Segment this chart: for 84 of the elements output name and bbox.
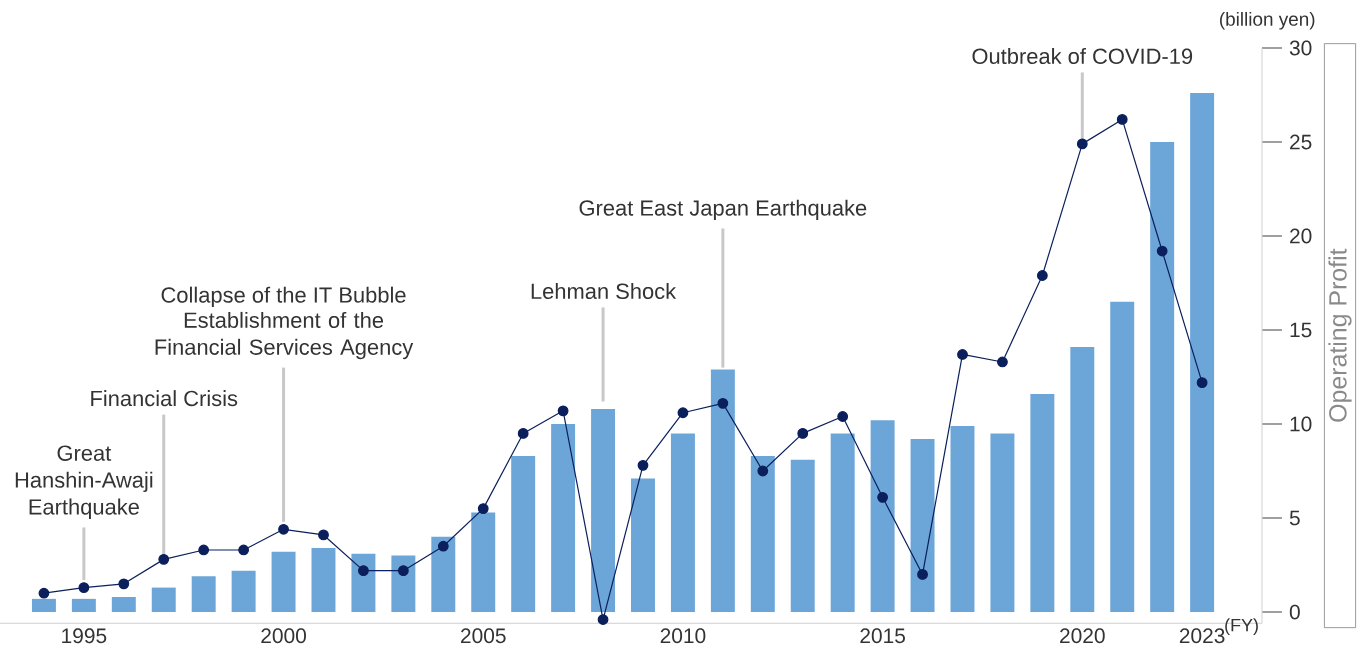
point [917, 569, 928, 580]
bar [231, 570, 256, 613]
y-tick-label: 0 [1289, 604, 1300, 620]
point [1076, 138, 1088, 150]
x-tick-label: 2015 [860, 628, 905, 644]
point [997, 356, 1008, 368]
point [1156, 245, 1168, 257]
x-tick-label: 2005 [461, 628, 506, 644]
x-tick-label: 1995 [62, 628, 107, 644]
x-tick-label: 2023 [1179, 628, 1225, 644]
bar [631, 478, 655, 613]
point [477, 503, 489, 515]
bar [431, 536, 456, 613]
bar [471, 512, 496, 613]
point [118, 578, 130, 590]
point [637, 459, 649, 471]
y-axis-title: Operating Profit [1328, 248, 1352, 422]
bar [750, 455, 775, 613]
point [278, 523, 289, 535]
point [677, 407, 689, 419]
point [957, 349, 968, 360]
y-tick-label: 30 [1289, 40, 1312, 56]
bar [191, 576, 216, 613]
bar [870, 420, 895, 613]
bar [1190, 93, 1215, 613]
bar [591, 408, 616, 613]
point [158, 553, 170, 565]
point [437, 540, 449, 552]
point [1116, 114, 1128, 125]
point [797, 428, 809, 439]
annotation: Outbreak of COVID-19 [972, 47, 1193, 65]
bar [790, 459, 815, 613]
bar [551, 424, 576, 613]
bar [391, 555, 416, 613]
bar [990, 433, 1015, 613]
point [597, 614, 609, 625]
y-tick-label: 20 [1290, 228, 1312, 244]
point [38, 587, 50, 599]
bar [1150, 142, 1175, 613]
annotation: Collapse of the IT Bubble [161, 286, 406, 308]
x-tick-label: 2020 [1060, 628, 1105, 644]
annotation: Financial Crisis [91, 390, 238, 407]
bar [351, 553, 376, 613]
text: (billion yen) [1220, 11, 1315, 30]
bar [710, 369, 735, 613]
bar [1070, 346, 1095, 613]
bar [151, 587, 176, 613]
bar [311, 548, 336, 613]
point [78, 582, 90, 593]
point [1036, 270, 1048, 281]
point [238, 544, 250, 556]
bar [1110, 301, 1135, 613]
point [397, 565, 409, 577]
x-tick-label: 2010 [660, 628, 706, 644]
x-tick-label: 2000 [261, 628, 306, 644]
point [717, 397, 729, 409]
x-axis-title: (FY) [1225, 618, 1258, 636]
annotation: Great East Japan Earthquake [579, 199, 867, 221]
bar [271, 551, 296, 613]
point [757, 465, 769, 477]
bar [830, 433, 855, 613]
annotation: Lehman Shock [531, 282, 677, 300]
y-tick-label: 15 [1290, 322, 1312, 338]
point [877, 491, 889, 503]
point [198, 544, 210, 556]
point [358, 565, 369, 577]
bar [950, 425, 975, 613]
annotation: Great Hanshin-Awaji Earthquake [15, 445, 153, 519]
bar [31, 598, 56, 613]
y-tick-label: 10 [1290, 416, 1312, 432]
bar [670, 433, 695, 613]
bar [1030, 393, 1055, 613]
y-tick-label: 5 [1289, 510, 1300, 526]
annotation: Establishment of the Financial Services Agency [155, 311, 414, 360]
point [557, 405, 569, 417]
point [837, 411, 849, 422]
bar [71, 598, 96, 613]
point [517, 428, 529, 439]
bar [111, 596, 136, 613]
bar [910, 439, 935, 613]
point [318, 529, 329, 541]
bar [511, 455, 536, 613]
point [1196, 377, 1208, 389]
y-tick-label: 25 [1290, 134, 1312, 150]
